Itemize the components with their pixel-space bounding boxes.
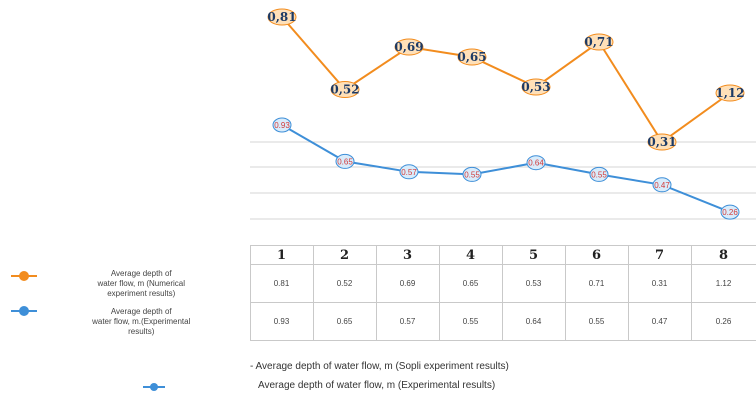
data-point [394,38,424,56]
data-point [526,155,546,171]
data-point [720,204,740,220]
data-label: 0,52 [330,83,359,97]
table-cell: 0.47 [627,302,692,341]
blue-line-marker-icon [143,383,165,391]
legend-numerical-line3: experiment results) [107,288,176,298]
table-cell: 0.52 [312,264,377,303]
legend-experimental-line2: water flow, m.(Experimental [92,316,191,326]
data-point [647,133,677,151]
table-cell: 1.12 [690,264,756,303]
legend-experimental-line3: results) [128,326,155,336]
data-point [652,177,672,193]
data-point [330,81,360,98]
data-label: 0,31 [647,135,676,149]
table-cell: 0.64 [501,302,566,341]
data-label: 0.26 [722,208,738,217]
series-layer: 0,81 0,52 0,69 0,65 0,53 0,71 0,31 1,12 0.93 0.65… [267,8,745,220]
data-point [335,153,355,169]
data-point [715,84,745,102]
blue-line-marker-icon [11,305,37,316]
x-header-6: 6 [564,245,629,265]
x-header-1: 1 [249,245,314,265]
data-label: 0.93 [274,121,290,130]
table-cell: 0.57 [375,302,440,341]
data-point [462,166,482,182]
series-numerical: 0,81 0,52 0,69 0,65 0,53 0,71 0,31 1,12 [267,8,745,151]
x-header-5: 5 [501,245,566,265]
data-label: 0.55 [464,170,480,179]
table-cell: 0.55 [438,302,503,341]
data-label: 1,12 [715,86,744,100]
table-cell: 0.31 [627,264,692,303]
data-table: 1 2 3 4 5 6 7 8 Average depth of water f… [5,245,756,341]
legend-experimental-line1: Average depth of [110,306,172,316]
data-label: 0.65 [337,157,353,166]
data-point [584,33,614,51]
bottom-legend-line2: Average depth of water flow, m (Experime… [258,380,496,391]
data-point [399,164,419,180]
data-label: 0,69 [394,40,423,54]
data-label: 0.55 [591,170,607,179]
data-label: 0,81 [267,10,296,24]
data-point [272,117,292,133]
legend-experimental-text: Average depth of water flow, m.(Experime… [41,307,242,337]
line-chart: 0,81 0,52 0,69 0,65 0,53 0,71 0,31 1,12 0.93 0.65… [250,8,756,220]
legend-experimental: Average depth of water flow, m.(Experime… [5,302,251,341]
table-cell: 0.65 [312,302,377,341]
data-point [521,78,551,96]
table-cell: 0.55 [564,302,629,341]
data-point [267,8,297,26]
table-cell: 0.53 [501,264,566,303]
table-cell: 0.69 [375,264,440,303]
table-cell: 0.71 [564,264,629,303]
table-cell: 0.81 [249,264,314,303]
data-point [457,48,487,66]
data-label: 0.47 [654,181,670,190]
legend-numerical-line1: Average depth of [110,268,172,278]
data-label: 0.57 [401,168,417,177]
data-label: 0,71 [584,35,613,49]
table-corner [5,245,251,265]
table-row-numerical: Average depth of water flow, m (Numerica… [5,264,756,303]
x-header-7: 7 [627,245,692,265]
legend-numerical-text: Average depth of water flow, m (Numerica… [41,269,242,299]
table-cell: 0.65 [438,264,503,303]
series-line [281,16,731,144]
x-header-3: 3 [375,245,440,265]
series-line [281,124,731,214]
data-point [589,166,609,182]
table-header-row: 1 2 3 4 5 6 7 8 [5,245,756,265]
data-label: 0.64 [528,159,544,168]
table-row-experimental: Average depth of water flow, m.(Experime… [5,302,756,341]
table-cell: 0.26 [690,302,756,341]
x-header-8: 8 [690,245,756,265]
orange-line-marker-icon [11,270,37,281]
legend-numerical-line2: water flow, m (Numerical [97,278,186,288]
data-label: 0,65 [457,50,486,64]
series-experimental: 0.93 0.65 0.57 0.55 0.64 0.55 0.47 0.26 [272,117,740,220]
x-header-2: 2 [312,245,377,265]
data-label: 0,53 [521,80,550,94]
bottom-legend-line1: - Average depth of water flow, m (Sopli … [250,361,509,372]
table-cell: 0.93 [249,302,314,341]
x-header-4: 4 [438,245,503,265]
legend-numerical: Average depth of water flow, m (Numerica… [5,264,251,303]
grid-lines [250,141,756,220]
